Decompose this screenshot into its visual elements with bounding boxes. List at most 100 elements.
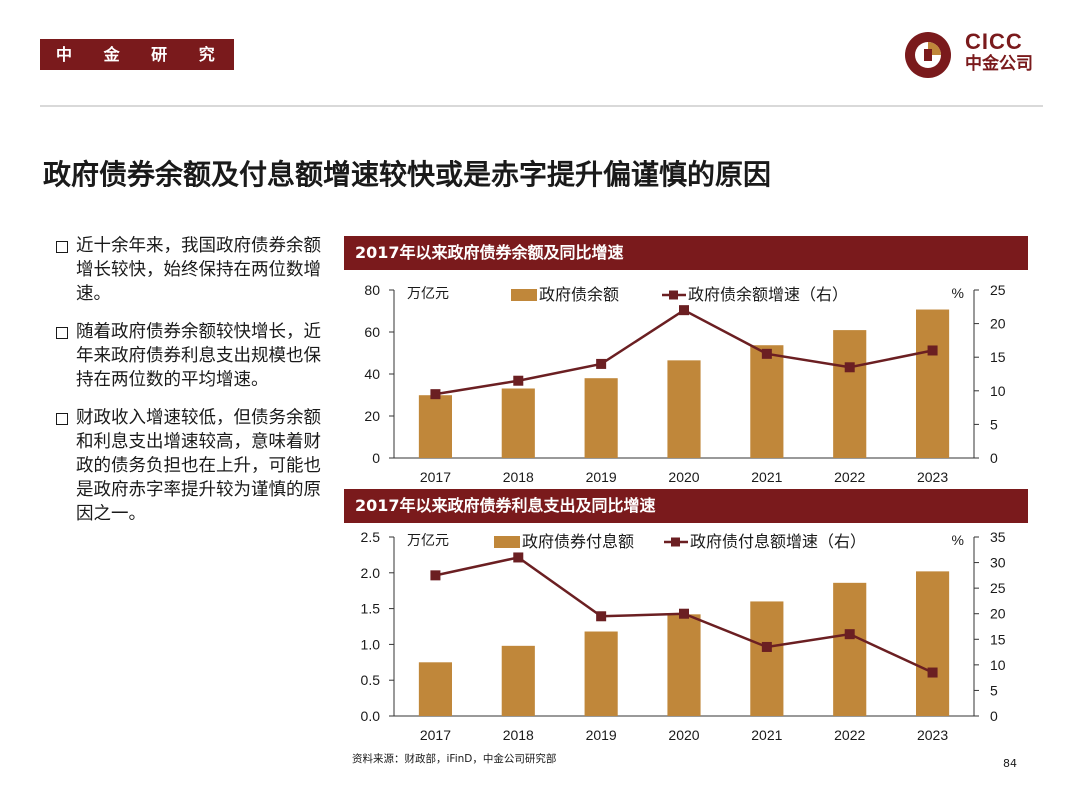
cicc-logo-icon: [905, 32, 951, 78]
bar-2018: [501, 645, 535, 716]
right-tick-label: 30: [990, 555, 1006, 571]
bar-2023: [916, 571, 950, 716]
bar-2019: [584, 631, 618, 716]
left-tick-label: 80: [364, 282, 380, 298]
legend-bar-swatch: [494, 536, 520, 548]
bar-2017: [418, 395, 452, 458]
legend-bar-label: 政府债券付息额: [522, 532, 634, 551]
right-tick-label: 10: [990, 383, 1006, 399]
bar-2022: [833, 330, 867, 458]
legend-bar-swatch: [511, 289, 537, 301]
left-tick-label: 0.0: [361, 708, 381, 724]
left-tick-label: 2.5: [361, 529, 381, 545]
legend-line-label: 政府债余额增速（右）: [688, 285, 848, 304]
page-number: 84: [1003, 757, 1017, 770]
x-tick-label: 2019: [586, 727, 617, 743]
bullet-item: 财政收入增速较低，但债务余额和利息支出增速较高，意味着财政的债务负担也在上升，可…: [56, 406, 326, 526]
right-tick-label: 10: [990, 657, 1006, 673]
line-point-2021: [761, 641, 772, 652]
line-point-2019: [596, 358, 607, 369]
legend-line-label: 政府债付息额增速（右）: [690, 532, 866, 551]
line-point-2023: [927, 667, 938, 678]
left-tick-label: 1.0: [361, 636, 381, 652]
right-tick-label: 35: [990, 529, 1006, 545]
line-point-2021: [761, 348, 772, 359]
x-tick-label: 2023: [917, 469, 948, 485]
logo-text: CICC 中金公司: [965, 31, 1033, 75]
right-tick-label: 0: [990, 708, 998, 724]
bar-2022: [833, 582, 867, 716]
x-tick-label: 2023: [917, 727, 948, 743]
page-title: 政府债券余额及付息额增速较快或是赤字提升偏谨慎的原因: [43, 158, 772, 191]
bullet-text: 近十余年来，我国政府债券余额增长较快，始终保持在两位数增速。: [76, 236, 321, 304]
x-tick-label: 2022: [834, 727, 865, 743]
department-label: 中 金 研 究 部: [40, 39, 234, 95]
right-tick-label: 5: [990, 682, 998, 698]
logo-cn: 中金公司: [965, 54, 1033, 74]
line-point-2020: [679, 608, 689, 619]
line-point-2023: [927, 345, 938, 356]
x-tick-label: 2017: [420, 469, 451, 485]
x-tick-label: 2017: [420, 727, 451, 743]
bar-2019: [584, 378, 618, 458]
left-tick-label: 2.0: [361, 565, 381, 581]
bullet-item: 随着政府债券余额较快增长，近年来政府债券利息支出规模也保持在两位数的平均增速。: [56, 320, 326, 392]
bar-2018: [501, 388, 535, 458]
right-tick-label: 25: [990, 282, 1006, 298]
checkbox-bullet-icon: [56, 241, 68, 253]
chart-panel-balance: 2017年以来政府债券余额及同比增速 0 20 40 60 80 0 5 10 15 20 25 20…: [344, 236, 1028, 494]
logo-en: CICC: [965, 29, 1023, 54]
left-tick-label: 0: [372, 450, 380, 466]
right-tick-label: 0: [990, 450, 998, 466]
right-unit-label: %: [952, 532, 964, 548]
bar-2017: [418, 662, 452, 716]
right-tick-label: 15: [990, 631, 1006, 647]
left-tick-label: 1.5: [361, 601, 381, 617]
bullet-text: 财政收入增速较低，但债务余额和利息支出增速较高，意味着财政的债务负担也在上升，可…: [76, 408, 321, 524]
cicc-logo: CICC 中金公司: [903, 29, 1053, 81]
legend-line-marker: [669, 290, 678, 300]
line-point-2020: [679, 305, 689, 316]
left-unit-label: 万亿元: [407, 533, 449, 549]
right-tick-label: 25: [990, 580, 1006, 596]
chart-panel-interest: 2017年以来政府债券利息支出及同比增速 0.0 0.5 1.0 1.5 2.0 2.5 0…: [344, 489, 1028, 749]
x-tick-label: 2018: [503, 469, 534, 485]
line-point-2018: [513, 552, 524, 563]
line-point-2019: [596, 611, 607, 622]
line-point-2022: [844, 629, 855, 640]
chart-title: 2017年以来政府债券利息支出及同比增速: [344, 489, 1028, 523]
chart-balance: 0 20 40 60 80 0 5 10 15 20 25 2017 2018 2019 2020 2021 2…: [364, 282, 1006, 485]
line-point-2022: [844, 362, 855, 373]
right-tick-label: 15: [990, 349, 1006, 365]
right-tick-label: 20: [990, 606, 1006, 622]
line-point-2017: [430, 389, 441, 400]
bullet-item: 近十余年来，我国政府债券余额增长较快，始终保持在两位数增速。: [56, 234, 326, 306]
x-tick-label: 2018: [503, 727, 534, 743]
left-tick-label: 60: [364, 324, 380, 340]
line-point-2017: [430, 570, 441, 581]
left-tick-label: 0.5: [361, 672, 381, 688]
legend-bar-label: 政府债余额: [539, 285, 619, 304]
x-tick-label: 2020: [668, 727, 699, 743]
checkbox-bullet-icon: [56, 327, 68, 339]
bullet-text: 随着政府债券余额较快增长，近年来政府债券利息支出规模也保持在两位数的平均增速。: [76, 322, 321, 390]
source-note: 资料来源：财政部，iFinD，中金公司研究部: [352, 753, 557, 765]
right-tick-label: 20: [990, 316, 1006, 332]
right-unit-label: %: [952, 285, 964, 301]
chart-title: 2017年以来政府债券余额及同比增速: [344, 236, 1028, 270]
left-tick-label: 20: [364, 408, 380, 424]
legend-line-marker: [671, 537, 680, 547]
chart-interest: 0.0 0.5 1.0 1.5 2.0 2.5 0 5 10 15 20 25 30 35 2017 2018…: [361, 529, 1006, 743]
x-tick-label: 2021: [751, 727, 782, 743]
left-unit-label: 万亿元: [407, 286, 449, 302]
bullet-list: 近十余年来，我国政府债券余额增长较快，始终保持在两位数增速。 随着政府债券余额较…: [56, 234, 326, 540]
x-tick-label: 2019: [586, 469, 617, 485]
x-tick-label: 2021: [751, 469, 782, 485]
left-tick-label: 40: [364, 366, 380, 382]
bar-2020: [667, 614, 701, 716]
bar-2020: [667, 360, 701, 458]
line-point-2018: [513, 375, 524, 386]
checkbox-bullet-icon: [56, 413, 68, 425]
right-tick-label: 5: [990, 416, 998, 432]
bar-2021: [750, 345, 784, 458]
